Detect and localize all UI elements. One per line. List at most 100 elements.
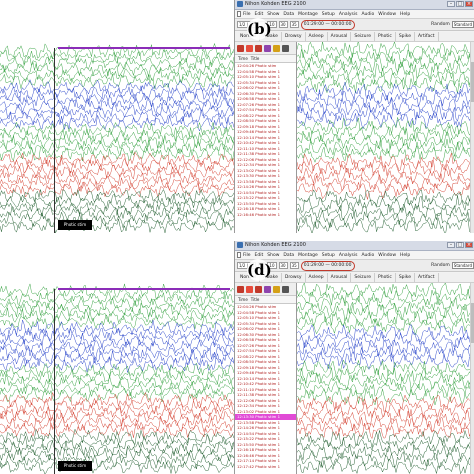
menu-item[interactable]: Show xyxy=(267,252,280,258)
list-item[interactable]: 12:05:34 Photic stim 1 xyxy=(235,80,296,86)
list-item[interactable]: 12:04:58 Photic stim 1 xyxy=(235,310,296,316)
list-item[interactable]: 12:10:42 Photic stim 1 xyxy=(235,140,296,146)
list-item[interactable]: 12:06:02 Photic stim 1 xyxy=(235,85,296,91)
montage-select[interactable]: Standard xyxy=(451,21,474,28)
list-item[interactable]: 12:16:18 Photic stim 1 xyxy=(235,447,296,453)
menu-item[interactable]: Window xyxy=(378,252,396,258)
list-item[interactable]: 12:10:42 Photic stim 1 xyxy=(235,381,296,387)
minimize-icon[interactable]: – xyxy=(447,242,455,248)
list-item[interactable]: 12:06:02 Photic stim 1 xyxy=(235,326,296,332)
menu-item[interactable]: Setup xyxy=(321,11,335,17)
time-cursor-line[interactable] xyxy=(54,289,55,474)
list-item[interactable]: 12:17:42 Photic stim 1 xyxy=(235,464,296,470)
speed-field[interactable]: 30 xyxy=(278,262,288,269)
montage-tab[interactable]: Asleep xyxy=(306,273,328,282)
montage-tab[interactable]: Seizure xyxy=(351,32,376,41)
close-icon[interactable]: × xyxy=(465,242,473,248)
filter-field[interactable]: 35 xyxy=(289,21,299,28)
montage-tab[interactable]: Drowsy xyxy=(282,273,306,282)
menu-item[interactable]: Montage xyxy=(298,11,318,17)
list-item[interactable]: 12:04:26 Photic stim xyxy=(235,304,296,310)
montage-tab[interactable]: Photic xyxy=(375,273,396,282)
list-item[interactable]: 12:07:26 Photic stim 1 xyxy=(235,102,296,108)
scrollbar-thumb[interactable] xyxy=(471,62,474,102)
montage-tab[interactable]: Artifact xyxy=(415,32,439,41)
sidebar-tool-icon[interactable] xyxy=(282,44,289,52)
sidebar-tool-icon[interactable] xyxy=(255,44,262,52)
list-item[interactable]: 12:11:38 Photic stim 1 xyxy=(235,392,296,398)
list-item[interactable]: 12:09:46 Photic stim 1 xyxy=(235,370,296,376)
list-item[interactable]: 12:15:50 Photic stim 1 xyxy=(235,442,296,448)
filter-field[interactable]: 35 xyxy=(289,262,299,269)
list-item[interactable]: 12:15:50 Photic stim 1 xyxy=(235,201,296,207)
list-item[interactable]: 12:17:14 Photic stim 1 xyxy=(235,458,296,464)
menu-item[interactable]: Analysis xyxy=(338,252,358,258)
list-item[interactable]: 12:16:46 Photic stim 1 xyxy=(235,212,296,218)
list-item[interactable]: 12:13:30 Photic stim 1 xyxy=(235,173,296,179)
highlighted-time-range[interactable]: 01:29:00 — 00:00:00 xyxy=(300,260,355,271)
list-item[interactable]: 12:06:58 Photic stim 1 xyxy=(235,96,296,102)
list-item[interactable]: 12:09:18 Photic stim 1 xyxy=(235,365,296,371)
menu-item[interactable]: Data xyxy=(283,252,295,258)
list-item[interactable]: 12:04:26 Photic stim xyxy=(235,63,296,69)
sidebar-tool-icon[interactable] xyxy=(264,44,271,52)
sidebar-tool-icon[interactable] xyxy=(273,285,280,293)
sidebar-tool-icon[interactable] xyxy=(246,44,253,52)
menu-item[interactable]: Show xyxy=(267,11,280,17)
scrollbar-thumb[interactable] xyxy=(471,303,474,343)
minimize-icon[interactable]: – xyxy=(447,1,455,7)
list-item[interactable]: 12:08:22 Photic stim 1 xyxy=(235,354,296,360)
close-icon[interactable]: × xyxy=(465,1,473,7)
montage-tab[interactable]: Awake xyxy=(260,273,282,282)
sidebar-tool-icon[interactable] xyxy=(255,285,262,293)
montage-tab[interactable]: Seizure xyxy=(351,273,376,282)
menu-item[interactable]: File xyxy=(243,11,251,17)
list-item[interactable]: 12:11:10 Photic stim 1 xyxy=(235,387,296,393)
column-header[interactable]: Title xyxy=(250,297,260,302)
highlighted-time-range[interactable]: 01:29:00 — 00:00:00 xyxy=(300,19,355,30)
list-item[interactable]: 12:08:50 Photic stim 1 xyxy=(235,118,296,124)
menu-item[interactable]: Data xyxy=(283,11,295,17)
maximize-icon[interactable]: □ xyxy=(456,242,464,248)
montage-tab[interactable]: Asleep xyxy=(306,32,328,41)
column-header[interactable]: Title xyxy=(250,56,260,61)
menu-item[interactable]: Edit xyxy=(254,252,264,258)
montage-tab[interactable]: Arousal xyxy=(328,273,352,282)
list-item[interactable]: 12:09:18 Photic stim 1 xyxy=(235,124,296,130)
list-item[interactable]: 12:12:06 Photic stim 1 xyxy=(235,157,296,163)
list-item[interactable]: 12:12:06 Photic stim 1 xyxy=(235,398,296,404)
sidebar-tool-icon[interactable] xyxy=(273,44,280,52)
menu-item[interactable]: Setup xyxy=(321,252,335,258)
list-item[interactable]: 12:11:10 Photic stim 1 xyxy=(235,146,296,152)
list-item[interactable]: 12:06:30 Photic stim 1 xyxy=(235,332,296,338)
list-item[interactable]: 12:08:22 Photic stim 1 xyxy=(235,113,296,119)
list-item[interactable]: 12:16:18 Photic stim 1 xyxy=(235,206,296,212)
maximize-icon[interactable]: □ xyxy=(456,1,464,7)
list-item[interactable]: 12:14:54 Photic stim 1 xyxy=(235,190,296,196)
list-item[interactable]: 12:14:54 Photic stim 1 xyxy=(235,431,296,437)
list-item[interactable]: 12:15:22 Photic stim 1 xyxy=(235,436,296,442)
list-item[interactable]: 12:16:46 Photic stim 1 xyxy=(235,453,296,459)
sidebar-tool-icon[interactable] xyxy=(237,285,244,293)
menu-item[interactable]: Window xyxy=(378,11,396,17)
montage-tab[interactable]: Spike xyxy=(396,32,416,41)
list-item[interactable]: 12:09:46 Photic stim 1 xyxy=(235,129,296,135)
list-item[interactable]: 12:12:34 Photic stim 1 xyxy=(235,403,296,409)
list-item[interactable]: 12:15:22 Photic stim 1 xyxy=(235,195,296,201)
list-item[interactable]: 12:07:54 Photic stim 1 xyxy=(235,348,296,354)
menu-item[interactable]: Analysis xyxy=(338,11,358,17)
list-item[interactable]: 12:05:10 Photic stim 1 xyxy=(235,315,296,321)
list-item[interactable]: 12:07:54 Photic stim 1 xyxy=(235,107,296,113)
list-item[interactable]: 12:06:30 Photic stim 1 xyxy=(235,91,296,97)
menu-item[interactable]: Audio xyxy=(361,252,375,258)
list-item[interactable]: 12:08:50 Photic stim 1 xyxy=(235,359,296,365)
menu-item[interactable]: File xyxy=(243,252,251,258)
list-item[interactable]: 12:12:34 Photic stim 1 xyxy=(235,162,296,168)
sidebar-tool-icon[interactable] xyxy=(282,285,289,293)
list-item[interactable]: 12:10:14 Photic stim 1 xyxy=(235,135,296,141)
list-item[interactable]: 12:14:26 Photic stim 1 xyxy=(235,184,296,190)
list-item[interactable]: 12:04:58 Photic stim 1 xyxy=(235,69,296,75)
vertical-scrollbar[interactable] xyxy=(470,42,474,233)
column-header[interactable]: Time xyxy=(238,56,248,61)
montage-tab[interactable]: Awake xyxy=(260,32,282,41)
